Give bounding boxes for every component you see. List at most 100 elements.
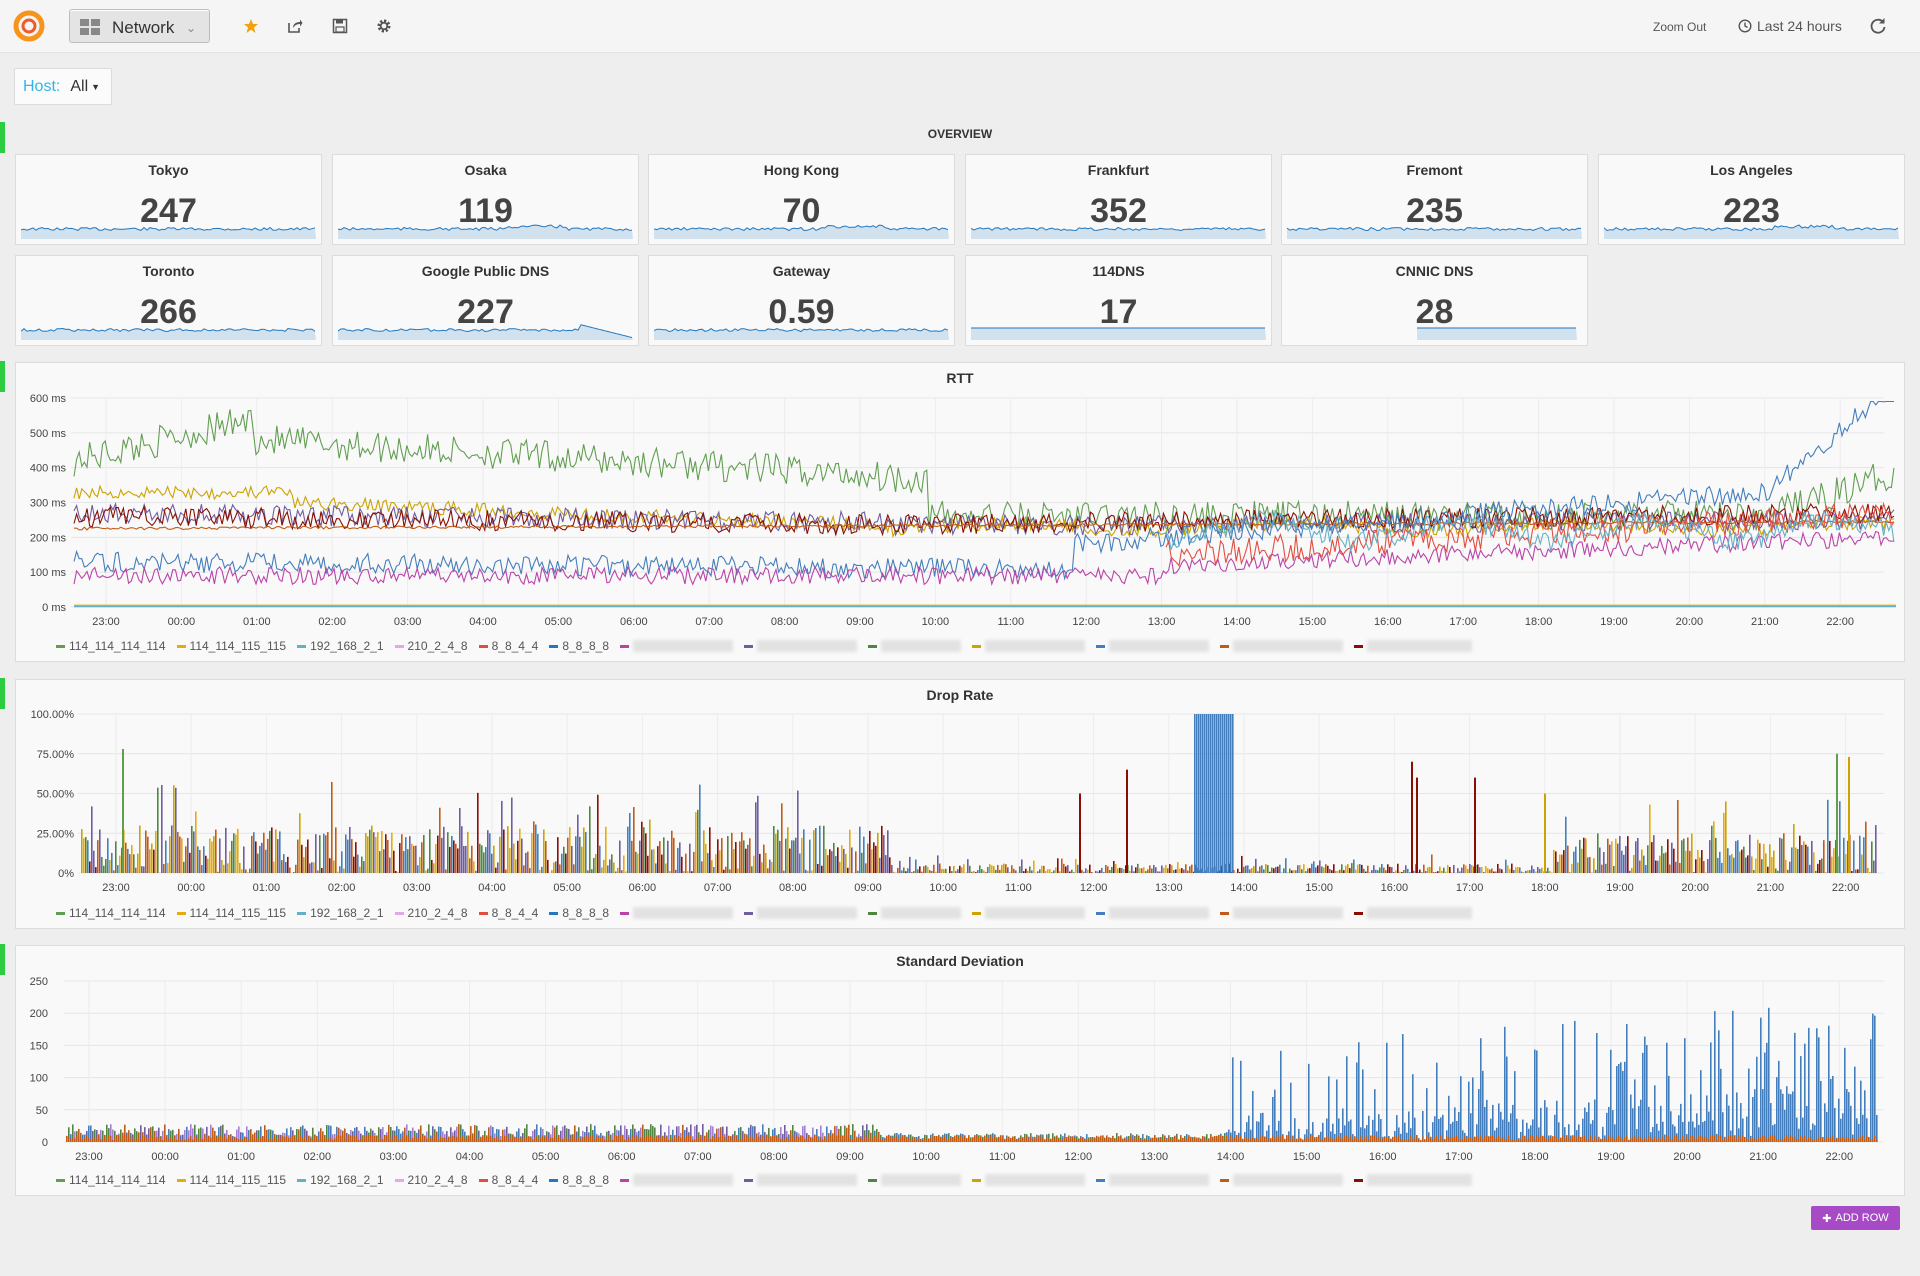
stat-panel[interactable]: Frankfurt 352 bbox=[965, 154, 1272, 245]
std-bar bbox=[264, 1125, 266, 1142]
drop-bar bbox=[1419, 869, 1421, 873]
std-bar bbox=[664, 1137, 666, 1142]
stat-panel[interactable]: Hong Kong 70 bbox=[648, 154, 955, 245]
gear-icon[interactable] bbox=[373, 15, 395, 37]
legend-item[interactable]: 114_114_115_115 bbox=[176, 1173, 286, 1187]
legend-item-redacted[interactable] bbox=[868, 907, 962, 919]
legend-item-redacted[interactable] bbox=[1354, 640, 1473, 652]
std-bar bbox=[228, 1135, 230, 1142]
drop-bar bbox=[737, 868, 739, 873]
legend-item-redacted[interactable] bbox=[620, 1174, 734, 1186]
legend-label-redacted bbox=[1109, 640, 1210, 652]
legend-item-redacted[interactable] bbox=[620, 907, 734, 919]
legend-item-redacted[interactable] bbox=[744, 1174, 858, 1186]
share-icon[interactable] bbox=[284, 15, 306, 37]
legend-item[interactable]: 8_8_8_8 bbox=[549, 906, 609, 920]
drop-rate-panel-title[interactable]: Drop Rate bbox=[926, 687, 994, 703]
drop-rate-graph[interactable]: 100.00%75.00%50.00%25.00%0%23:00 00:00 01:… bbox=[16, 680, 1906, 930]
std-bar bbox=[210, 1137, 212, 1142]
std-bar bbox=[856, 1137, 858, 1142]
std-bar bbox=[364, 1126, 366, 1142]
legend-item[interactable]: 192_168_2_1 bbox=[297, 639, 384, 653]
legend-item-redacted[interactable] bbox=[1220, 907, 1344, 919]
add-row-button[interactable]: ✚ ADD ROW bbox=[1811, 1206, 1900, 1230]
star-icon[interactable] bbox=[240, 15, 262, 37]
legend-item[interactable]: 192_168_2_1 bbox=[297, 1173, 384, 1187]
std-bar bbox=[1466, 1138, 1468, 1142]
legend-item-redacted[interactable] bbox=[868, 1174, 962, 1186]
drop-bar bbox=[1403, 870, 1405, 873]
legend-item-redacted[interactable] bbox=[744, 907, 858, 919]
legend-item[interactable]: 210_2_4_8 bbox=[394, 1173, 468, 1187]
legend-item[interactable]: 210_2_4_8 bbox=[394, 639, 468, 653]
legend-item-redacted[interactable] bbox=[1220, 1174, 1344, 1186]
drop-bar bbox=[793, 840, 795, 873]
std-bar bbox=[830, 1136, 832, 1142]
legend-item[interactable]: 8_8_4_4 bbox=[478, 639, 538, 653]
std-bar bbox=[1716, 1133, 1718, 1142]
stat-panel[interactable]: Google Public DNS 227 bbox=[332, 255, 639, 346]
refresh-icon[interactable] bbox=[1868, 16, 1888, 36]
stat-panel[interactable]: Gateway 0.59 bbox=[648, 255, 955, 346]
drop-bar bbox=[1753, 870, 1755, 873]
drop-bar bbox=[1447, 864, 1449, 873]
legend-item[interactable]: 114_114_114_114 bbox=[56, 906, 166, 920]
std-bar bbox=[566, 1138, 568, 1142]
drop-bar bbox=[1009, 871, 1011, 873]
host-variable-selector[interactable]: Host: All ▼ bbox=[14, 68, 112, 105]
legend-item-redacted[interactable] bbox=[1354, 907, 1473, 919]
legend-item-redacted[interactable] bbox=[972, 1174, 1086, 1186]
legend-item[interactable]: 114_114_115_115 bbox=[176, 906, 286, 920]
grafana-logo-icon[interactable] bbox=[12, 9, 46, 43]
row-collapse-handle[interactable] bbox=[0, 944, 5, 975]
stat-panel[interactable]: Fremont 235 bbox=[1281, 154, 1588, 245]
drop-bar bbox=[353, 856, 355, 873]
stat-panel[interactable]: Osaka 119 bbox=[332, 154, 639, 245]
std-bar bbox=[1330, 1136, 1332, 1142]
save-icon[interactable] bbox=[329, 15, 351, 37]
std-bar bbox=[1858, 1137, 1860, 1142]
std-dev-panel-title[interactable]: Standard Deviation bbox=[896, 953, 1024, 969]
row-collapse-handle[interactable] bbox=[0, 678, 5, 709]
stat-panel[interactable]: 114DNS 17 bbox=[965, 255, 1272, 346]
legend-item-redacted[interactable] bbox=[972, 907, 1086, 919]
time-range-picker[interactable]: Last 24 hours bbox=[1738, 18, 1842, 34]
overview-row-title[interactable]: OVERVIEW bbox=[927, 127, 993, 141]
legend-item-redacted[interactable] bbox=[1220, 640, 1344, 652]
drop-bar bbox=[609, 859, 611, 873]
legend-item[interactable]: 114_114_114_114 bbox=[56, 639, 166, 653]
legend-item-redacted[interactable] bbox=[744, 640, 858, 652]
rtt-panel-title[interactable]: RTT bbox=[946, 370, 974, 386]
dashboard-picker-button[interactable]: Network ⌄ bbox=[69, 9, 210, 43]
stat-panel[interactable]: Toronto 266 bbox=[15, 255, 322, 346]
legend-item-redacted[interactable] bbox=[868, 640, 962, 652]
legend-item-redacted[interactable] bbox=[1354, 1174, 1473, 1186]
legend-item-redacted[interactable] bbox=[620, 640, 734, 652]
legend-item[interactable]: 114_114_115_115 bbox=[176, 639, 286, 653]
stat-panel[interactable]: CNNIC DNS 28 bbox=[1281, 255, 1588, 346]
legend-label-redacted bbox=[985, 640, 1086, 652]
legend-item-redacted[interactable] bbox=[972, 640, 1086, 652]
row-collapse-handle[interactable] bbox=[0, 122, 5, 153]
stat-panel[interactable]: Los Angeles 223 bbox=[1598, 154, 1905, 245]
drop-bar bbox=[1265, 864, 1267, 873]
legend-item-redacted[interactable] bbox=[1096, 1174, 1210, 1186]
legend-item[interactable]: 8_8_8_8 bbox=[549, 639, 609, 653]
stat-panel[interactable]: Tokyo 247 bbox=[15, 154, 322, 245]
zoom-out-button[interactable]: Zoom Out bbox=[1653, 20, 1707, 34]
legend-item[interactable]: 114_114_114_114 bbox=[56, 1173, 166, 1187]
legend-item[interactable]: 210_2_4_8 bbox=[394, 906, 468, 920]
row-collapse-handle[interactable] bbox=[0, 361, 5, 392]
legend-item[interactable]: 8_8_4_4 bbox=[478, 1173, 538, 1187]
legend-item[interactable]: 8_8_8_8 bbox=[549, 1173, 609, 1187]
legend-item-redacted[interactable] bbox=[1096, 907, 1210, 919]
std-bar bbox=[720, 1127, 722, 1142]
std-bar bbox=[242, 1139, 244, 1142]
legend-item[interactable]: 192_168_2_1 bbox=[297, 906, 384, 920]
legend-item[interactable]: 8_8_4_4 bbox=[478, 906, 538, 920]
legend-item-redacted[interactable] bbox=[1096, 640, 1210, 652]
std-bar bbox=[970, 1139, 972, 1142]
drop-bar bbox=[151, 843, 153, 873]
